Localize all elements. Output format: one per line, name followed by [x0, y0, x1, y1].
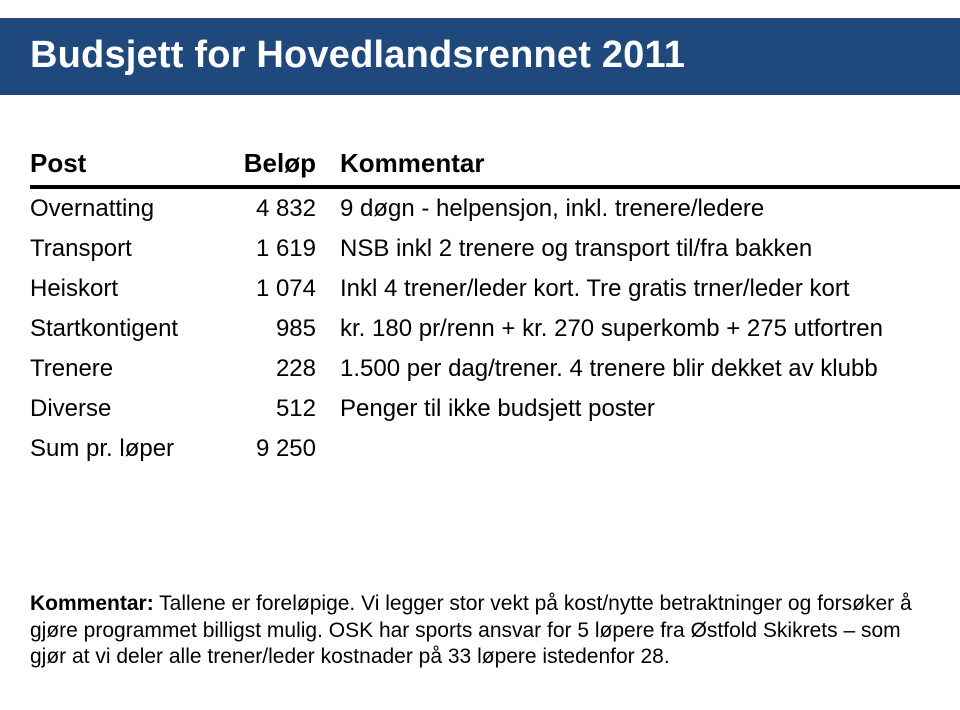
cell-belop: 1 619: [230, 229, 340, 269]
slide: Budsjett for Hovedlandsrennet 2011 Post …: [0, 0, 960, 710]
table-row: Transport 1 619 NSB inkl 2 trenere og tr…: [30, 229, 960, 269]
cell-post: Transport: [30, 229, 230, 269]
cell-kommentar: 1.500 per dag/trener. 4 trenere blir dek…: [340, 349, 960, 389]
table-row: Heiskort 1 074 Inkl 4 trener/leder kort.…: [30, 269, 960, 309]
cell-belop: 228: [230, 349, 340, 389]
page-title: Budsjett for Hovedlandsrennet 2011: [30, 34, 685, 76]
col-header-post: Post: [30, 142, 230, 187]
title-bar: Budsjett for Hovedlandsrennet 2011: [0, 18, 960, 95]
cell-belop: 512: [230, 389, 340, 429]
cell-post: Startkontigent: [30, 309, 230, 349]
cell-belop: 985: [230, 309, 340, 349]
cell-post: Sum pr. løper: [30, 429, 230, 469]
cell-post: Diverse: [30, 389, 230, 429]
col-header-belop: Beløp: [230, 142, 340, 187]
cell-post: Overnatting: [30, 187, 230, 229]
cell-post: Heiskort: [30, 269, 230, 309]
cell-kommentar: [340, 429, 960, 469]
cell-kommentar: 9 døgn - helpensjon, inkl. trenere/leder…: [340, 187, 960, 229]
cell-kommentar: Inkl 4 trener/leder kort. Tre gratis trn…: [340, 269, 960, 309]
table-row-sum: Sum pr. løper 9 250: [30, 429, 960, 469]
budget-table: Post Beløp Kommentar Overnatting 4 832 9…: [30, 142, 960, 469]
cell-kommentar: kr. 180 pr/renn + kr. 270 superkomb + 27…: [340, 309, 960, 349]
cell-belop: 9 250: [230, 429, 340, 469]
table-row: Startkontigent 985 kr. 180 pr/renn + kr.…: [30, 309, 960, 349]
cell-belop: 4 832: [230, 187, 340, 229]
table-header-row: Post Beløp Kommentar: [30, 142, 960, 187]
table-row: Overnatting 4 832 9 døgn - helpensjon, i…: [30, 187, 960, 229]
cell-kommentar: NSB inkl 2 trenere og transport til/fra …: [340, 229, 960, 269]
table-row: Trenere 228 1.500 per dag/trener. 4 tren…: [30, 349, 960, 389]
cell-post: Trenere: [30, 349, 230, 389]
cell-kommentar: Penger til ikke budsjett poster: [340, 389, 960, 429]
budget-table-container: Post Beløp Kommentar Overnatting 4 832 9…: [30, 142, 960, 469]
table-row: Diverse 512 Penger til ikke budsjett pos…: [30, 389, 960, 429]
footer-comment: Kommentar: Tallene er foreløpige. Vi leg…: [30, 591, 930, 670]
col-header-kommentar: Kommentar: [340, 142, 960, 187]
cell-belop: 1 074: [230, 269, 340, 309]
comment-lead: Kommentar:: [30, 592, 154, 615]
comment-body: Tallene er foreløpige. Vi legger stor ve…: [30, 592, 912, 668]
